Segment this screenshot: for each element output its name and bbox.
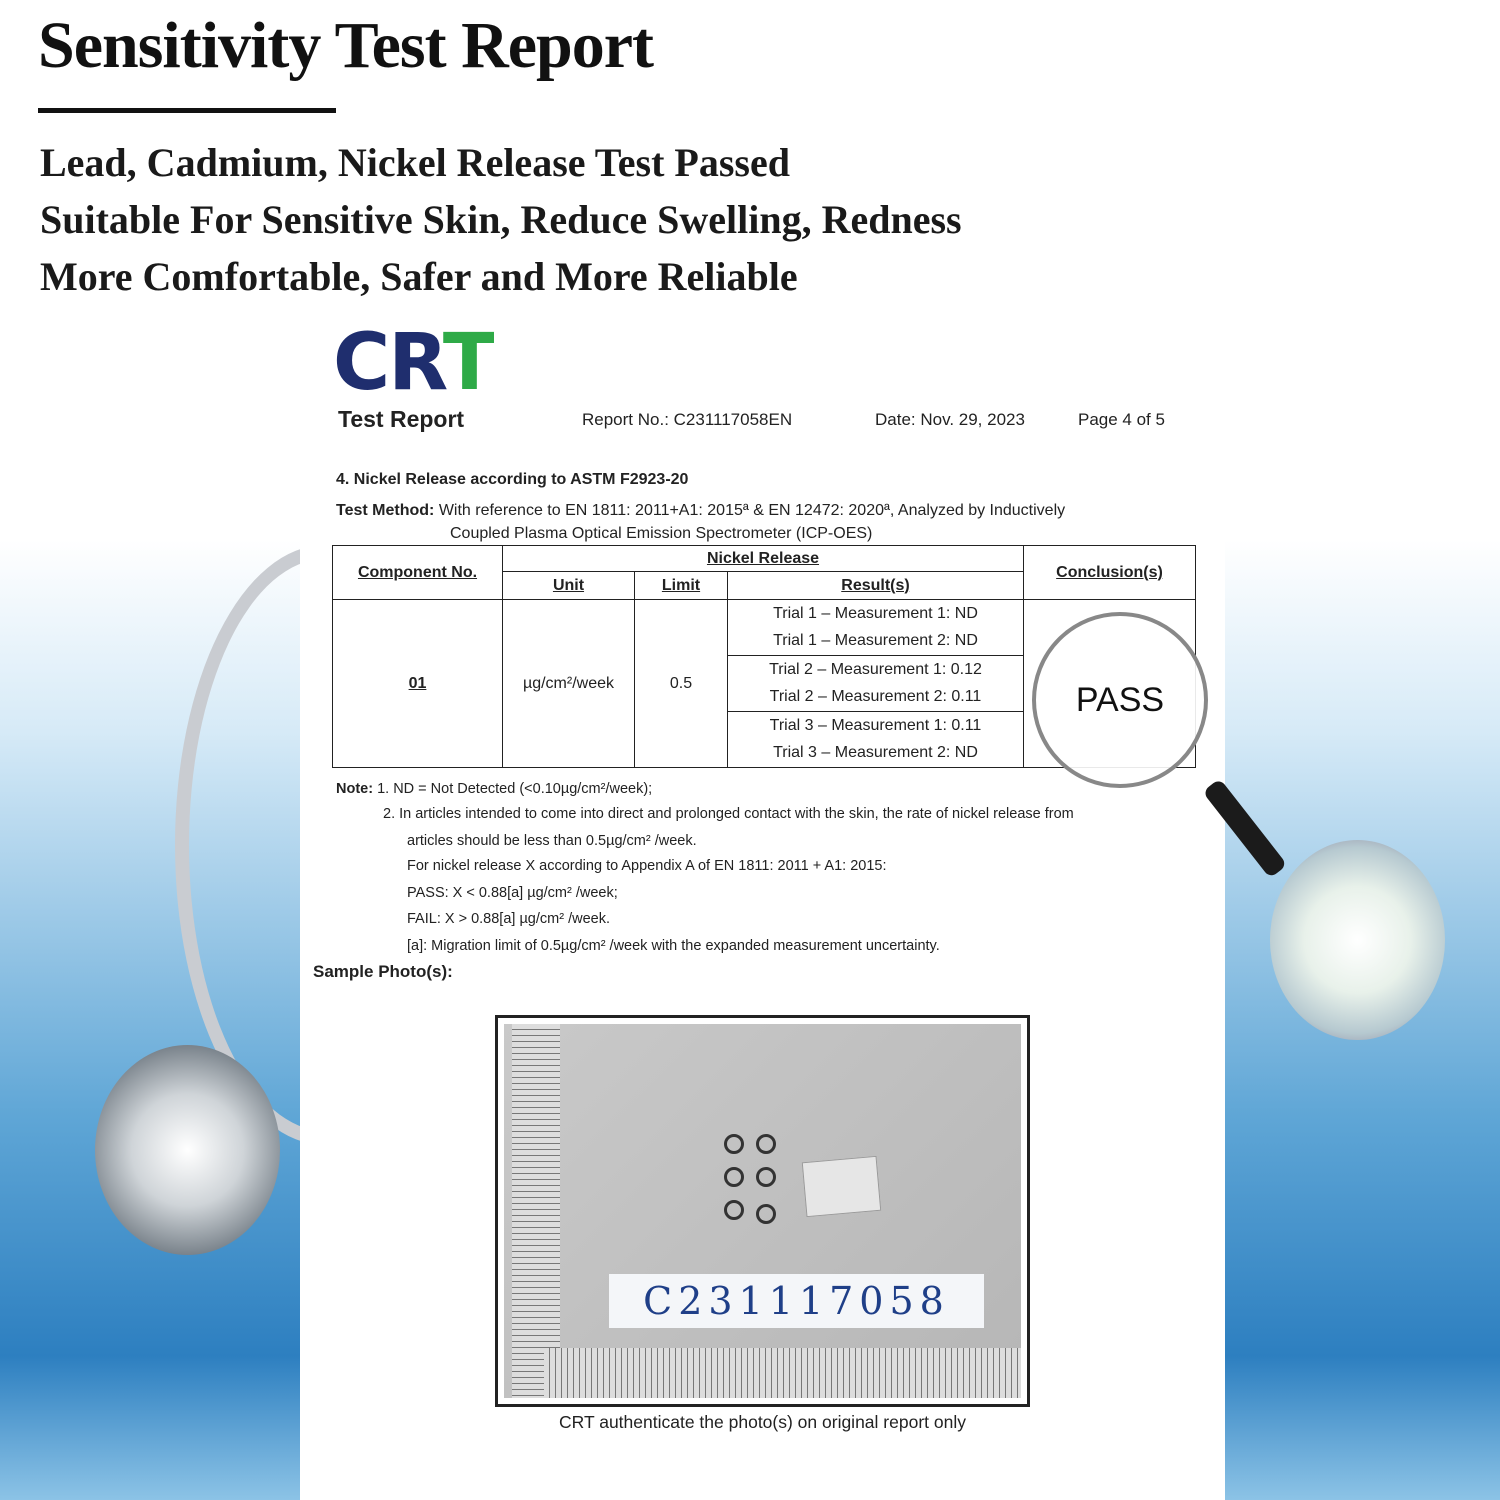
report-date: Date: Nov. 29, 2023 — [875, 410, 1025, 429]
result-cell: Trial 2 – Measurement 1: 0.12 — [727, 655, 1024, 684]
note-2: 2. In articles intended to come into dir… — [383, 806, 1074, 822]
photo-caption: CRT authenticate the photo(s) on origina… — [559, 1412, 966, 1432]
result-cell: Trial 2 – Measurement 2: 0.11 — [727, 683, 1024, 712]
page-title: Sensitivity Test Report — [38, 9, 654, 82]
page-number: Page 4 of 5 — [1078, 410, 1165, 429]
header-component: Component No. — [332, 545, 503, 600]
section-heading: 4. Nickel Release according to ASTM F292… — [336, 471, 689, 488]
header-unit: Unit — [502, 571, 635, 600]
result-cell: Trial 3 – Measurement 2: ND — [727, 739, 1024, 768]
report-title: Test Report — [338, 406, 465, 432]
note-fail: FAIL: X > 0.88[a] µg/cm² /week. — [407, 911, 610, 927]
nickel-release-table: Component No. Nickel Release Conclusion(… — [332, 545, 1196, 768]
header-nickel-release: Nickel Release — [502, 545, 1024, 572]
unit-cell: µg/cm²/week — [502, 599, 635, 768]
ring-sample — [756, 1134, 776, 1154]
tagline: More Comfortable, Safer and More Reliabl… — [40, 254, 798, 299]
crystal-gem-image — [95, 1045, 280, 1255]
limit-cell: 0.5 — [634, 599, 728, 768]
ring-sample — [756, 1204, 776, 1224]
ring-sample — [756, 1167, 776, 1187]
result-cell: Trial 1 – Measurement 2: ND — [727, 627, 1024, 656]
result-cell: Trial 1 – Measurement 1: ND — [727, 599, 1024, 628]
header-limit: Limit — [634, 571, 728, 600]
pass-magnifier: PASS — [1032, 612, 1208, 788]
note-3: For nickel release X according to Append… — [407, 858, 887, 874]
sample-photo-label: Sample Photo(s): — [313, 962, 453, 981]
sample-id-tag: C231117058 — [609, 1274, 984, 1328]
note-2-continued: articles should be less than 0.5µg/cm² /… — [407, 833, 697, 849]
tagline: Suitable For Sensitive Skin, Reduce Swel… — [40, 197, 962, 242]
note-footnote: [a]: Migration limit of 0.5µg/cm² /week … — [407, 938, 940, 954]
ring-sample — [724, 1167, 744, 1187]
sample-bag — [801, 1155, 882, 1218]
method-label: Test Method: — [336, 502, 435, 519]
ruler-horizontal — [544, 1348, 1021, 1398]
crt-logo: CRT — [333, 326, 495, 400]
report-number: Report No.: C231117058EN — [582, 410, 793, 429]
note-label: Note: — [336, 781, 374, 797]
tagline: Lead, Cadmium, Nickel Release Test Passe… — [40, 140, 790, 185]
method-text-continued: Coupled Plasma Optical Emission Spectrom… — [450, 525, 873, 542]
opal-gem-image — [1270, 840, 1445, 1040]
test-method: Test Method: With reference to EN 1811: … — [336, 501, 1065, 520]
ruler-vertical — [512, 1024, 560, 1398]
method-text: With reference to EN 1811: 2011+A1: 2015… — [438, 502, 1066, 519]
header-results: Result(s) — [727, 571, 1024, 600]
note-pass: PASS: X < 0.88[a] µg/cm² /week; — [407, 885, 618, 901]
ring-sample — [724, 1200, 744, 1220]
sample-photo: C231117058 — [495, 1015, 1030, 1407]
ring-sample — [724, 1134, 744, 1154]
header-conclusion: Conclusion(s) — [1023, 545, 1196, 600]
result-cell: Trial 3 – Measurement 1: 0.11 — [727, 711, 1024, 740]
component-cell: 01 — [332, 599, 503, 768]
note-1: 1. ND = Not Detected (<0.10µg/cm²/week); — [377, 781, 653, 797]
title-divider — [38, 108, 336, 113]
conclusion-pass: PASS — [1075, 680, 1165, 719]
